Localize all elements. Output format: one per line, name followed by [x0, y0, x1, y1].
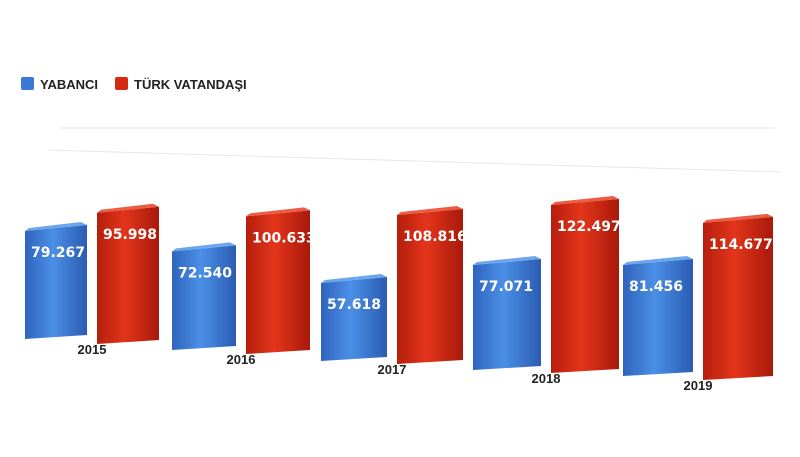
bar-top-turk-vatandasi-2018 — [551, 196, 619, 205]
bar-yabanci-2015 — [25, 224, 87, 339]
data-label-yabanci-2019: 81.456 — [629, 279, 683, 295]
bar-top-turk-vatandasi-2015 — [97, 203, 159, 213]
data-label-yabanci-2015: 79.267 — [31, 245, 85, 261]
bar-turk-vatandasi-2015 — [97, 206, 159, 344]
legend-swatch-turk-vatandasi — [115, 77, 128, 90]
legend-item-yabanci: YABANCI — [21, 77, 98, 92]
data-label-yabanci-2017: 57.618 — [327, 297, 381, 313]
bar-yabanci-2019 — [623, 258, 693, 376]
data-label-turk-vatandasi-2018: 122.497 — [557, 219, 621, 235]
data-label-turk-vatandasi-2017: 108.816 — [403, 229, 467, 245]
x-tick-label-2016: 2016 — [227, 352, 256, 367]
legend-swatch-yabanci — [21, 77, 34, 90]
bar-yabanci-2017 — [321, 277, 387, 361]
gridlines — [47, 127, 781, 173]
bar-top-turk-vatandasi-2016 — [246, 207, 310, 217]
bar-top-yabanci-2015 — [25, 221, 87, 231]
data-label-yabanci-2018: 77.071 — [479, 279, 533, 295]
bar-top-yabanci-2018 — [473, 256, 541, 266]
legend: YABANCI TÜRK VATANDAŞI — [21, 77, 247, 92]
data-label-yabanci-2016: 72.540 — [178, 265, 232, 281]
bar-top-turk-vatandasi-2019 — [703, 213, 773, 223]
bar-top-yabanci-2017 — [321, 274, 387, 284]
x-tick-label-2019: 2019 — [684, 378, 713, 393]
bar-turk-vatandasi-2018 — [551, 199, 619, 373]
bar-top-yabanci-2019 — [623, 255, 693, 265]
bar-top-yabanci-2016 — [172, 242, 236, 252]
x-tick-label-2018: 2018 — [532, 371, 561, 386]
legend-label-turk-vatandasi: TÜRK VATANDAŞI — [134, 77, 247, 92]
bar-turk-vatandasi-2019 — [703, 216, 773, 380]
bar-turk-vatandasi-2016 — [246, 210, 310, 354]
gridline — [47, 149, 781, 173]
legend-item-turk-vatandasi: TÜRK VATANDAŞI — [115, 77, 247, 92]
bar-turk-vatandasi-2017 — [397, 208, 463, 364]
x-axis-tick-labels: 2015 2016 2017 2018 2019 — [78, 342, 713, 393]
data-label-turk-vatandasi-2019: 114.677 — [709, 237, 773, 253]
data-label-turk-vatandasi-2016: 100.633 — [252, 230, 316, 246]
x-tick-label-2017: 2017 — [378, 362, 407, 377]
bar-yabanci-2018 — [473, 259, 541, 370]
bar-top-turk-vatandasi-2017 — [397, 205, 463, 215]
legend-label-yabanci: YABANCI — [40, 77, 98, 92]
x-tick-label-2015: 2015 — [78, 342, 107, 357]
data-labels: 79.267 95.998 72.540 100.633 57.618 108.816 77… — [31, 219, 773, 313]
data-label-turk-vatandasi-2015: 95.998 — [103, 227, 157, 243]
bars — [25, 196, 773, 380]
bar-yabanci-2016 — [172, 245, 236, 350]
